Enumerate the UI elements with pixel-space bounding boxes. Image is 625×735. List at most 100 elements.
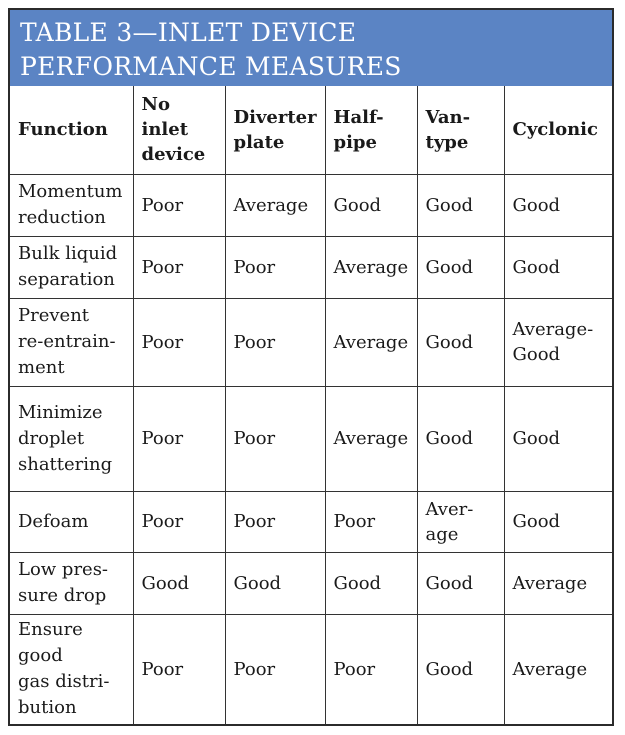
column-header-line: inlet <box>141 119 189 141</box>
rating-cell-line: Average <box>333 256 409 278</box>
rating-cell-line: Poor <box>233 511 276 532</box>
rating-cell-no-inlet-device: Poor <box>132 297 226 387</box>
table-title-line-2: PERFORMANCE MEASURES <box>20 52 402 81</box>
function-cell-line: droplet <box>18 427 85 449</box>
table-frame: TABLE 3—INLET DEVICE PERFORMANCE MEASURE… <box>8 8 614 726</box>
rating-cell-line: Poor <box>233 428 276 449</box>
rating-cell-line: Poor <box>233 658 276 680</box>
table-row: Momentum reduction Poor Average Good Good Good <box>10 173 612 237</box>
rating-cell-line: Average <box>512 572 588 594</box>
rating-cell-van-type: Good <box>416 173 505 237</box>
rating-cell-line: Good <box>512 256 561 278</box>
function-cell: Momentum reduction <box>10 173 134 237</box>
rating-cell-line: Good <box>233 572 282 594</box>
column-header-line: pipe <box>333 131 377 153</box>
rating-cell-diverter-plate: Poor <box>224 235 326 299</box>
function-cell: Defoam <box>10 490 134 553</box>
rating-cell-line: Good <box>333 194 382 216</box>
rating-cell-diverter-plate: Poor <box>224 297 326 387</box>
rating-cell-line: Poor <box>141 194 184 216</box>
table-row: Defoam Poor Poor Poor Aver-age Good <box>10 490 612 553</box>
rating-cell-no-inlet-device: Poor <box>132 385 226 492</box>
rating-cell-half-pipe: Good <box>324 551 418 615</box>
column-header-line: Half- <box>333 106 384 128</box>
rating-cell-no-inlet-device: Poor <box>132 490 226 553</box>
rating-cell-line: Average- <box>512 319 594 340</box>
rating-cell-van-type: Good <box>416 235 505 299</box>
function-cell-line: Defoam <box>18 510 89 532</box>
column-header-line: device <box>141 144 206 166</box>
column-header-line: Function <box>18 119 108 141</box>
function-cell-line: good <box>18 645 63 667</box>
rating-cell-line: Poor <box>233 331 276 353</box>
rating-cell-line: Good <box>425 428 474 449</box>
function-cell-line: ment <box>18 357 65 378</box>
function-cell-line: bution <box>18 697 77 719</box>
rating-cell-cyclonic: Good <box>503 490 612 553</box>
table-row: Prevent re-entrain-ment Poor Poor Average Goo… <box>10 297 612 387</box>
rating-cell-half-pipe: Good <box>324 173 418 237</box>
column-header: Function <box>10 86 134 175</box>
rating-cell-line: Poor <box>141 658 184 680</box>
function-cell: Minimize droplet shattering <box>10 385 134 492</box>
rating-cell-line: Good <box>512 428 561 449</box>
rating-cell-line: Good <box>512 344 561 365</box>
function-cell-line: re-entrain- <box>18 331 116 352</box>
rating-cell-half-pipe: Average <box>324 235 418 299</box>
column-header: Cyclonic <box>503 86 612 175</box>
function-cell-line: reduction <box>18 207 106 228</box>
rating-cell-line: Poor <box>333 658 376 680</box>
function-cell-line: gas distri- <box>18 671 110 693</box>
rating-cell-no-inlet-device: Poor <box>132 613 226 724</box>
column-header-line: Cyclonic <box>512 119 598 141</box>
function-cell-line: Momentum <box>18 181 123 202</box>
column-header-line: type <box>425 131 469 153</box>
function-cell-line: separation <box>18 269 115 290</box>
function-cell: Prevent re-entrain-ment <box>10 297 134 387</box>
function-cell-line: Bulk liquid <box>18 243 118 264</box>
table-row: Bulk liquid separation Poor Poor Average Good… <box>10 235 612 299</box>
function-cell-line: shattering <box>18 453 113 475</box>
table-row: Minimize droplet shattering Poor Poor Average… <box>10 385 612 492</box>
rating-cell-line: Poor <box>141 428 184 449</box>
rating-cell-cyclonic: Average- Good <box>503 297 612 387</box>
function-cell-line: Ensure <box>18 619 83 641</box>
rating-cell-line: Poor <box>333 511 376 532</box>
rating-cell-line: Good <box>333 572 382 594</box>
rating-cell-line: Good <box>141 572 190 594</box>
rating-cell-half-pipe: Poor <box>324 613 418 724</box>
rating-cell-van-type: Good <box>416 385 505 492</box>
rating-cell-cyclonic: Average <box>503 551 612 615</box>
rating-cell-line: Good <box>425 572 474 594</box>
rating-cell-line: Average <box>512 658 588 680</box>
function-cell-line: sure drop <box>18 585 107 606</box>
rating-cell-line: Good <box>425 194 474 216</box>
function-cell: Low pres-sure drop <box>10 551 134 615</box>
rating-cell-line: Good <box>512 511 561 532</box>
rating-cell-no-inlet-device: Good <box>132 551 226 615</box>
rating-cell-diverter-plate: Average <box>224 173 326 237</box>
rating-cell-diverter-plate: Poor <box>224 385 326 492</box>
function-cell: Ensure good gas distri-bution <box>10 613 134 724</box>
column-header: Half-pipe <box>324 86 418 175</box>
rating-cell-cyclonic: Good <box>503 235 612 299</box>
rating-cell-no-inlet-device: Poor <box>132 235 226 299</box>
rating-cell-diverter-plate: Poor <box>224 490 326 553</box>
function-cell-line: Minimize <box>18 401 103 423</box>
performance-table: Function No inlet device Diverter plate Half-p… <box>10 86 612 724</box>
rating-cell-van-type: Good <box>416 297 505 387</box>
rating-cell-line: Aver- <box>425 498 474 520</box>
rating-cell-line: Average <box>333 428 409 449</box>
rating-cell-diverter-plate: Good <box>224 551 326 615</box>
rating-cell-line: Average <box>233 194 309 216</box>
column-header-line: plate <box>233 131 285 153</box>
rating-cell-half-pipe: Average <box>324 297 418 387</box>
rating-cell-line: Average <box>333 331 409 353</box>
rating-cell-line: Good <box>425 658 474 680</box>
function-cell-line: Low pres- <box>18 559 109 580</box>
column-header: Diverter plate <box>224 86 326 175</box>
function-cell-line: Prevent <box>18 305 90 326</box>
function-cell: Bulk liquid separation <box>10 235 134 299</box>
table-title-line-1: TABLE 3—INLET DEVICE <box>20 18 357 47</box>
rating-cell-diverter-plate: Poor <box>224 613 326 724</box>
